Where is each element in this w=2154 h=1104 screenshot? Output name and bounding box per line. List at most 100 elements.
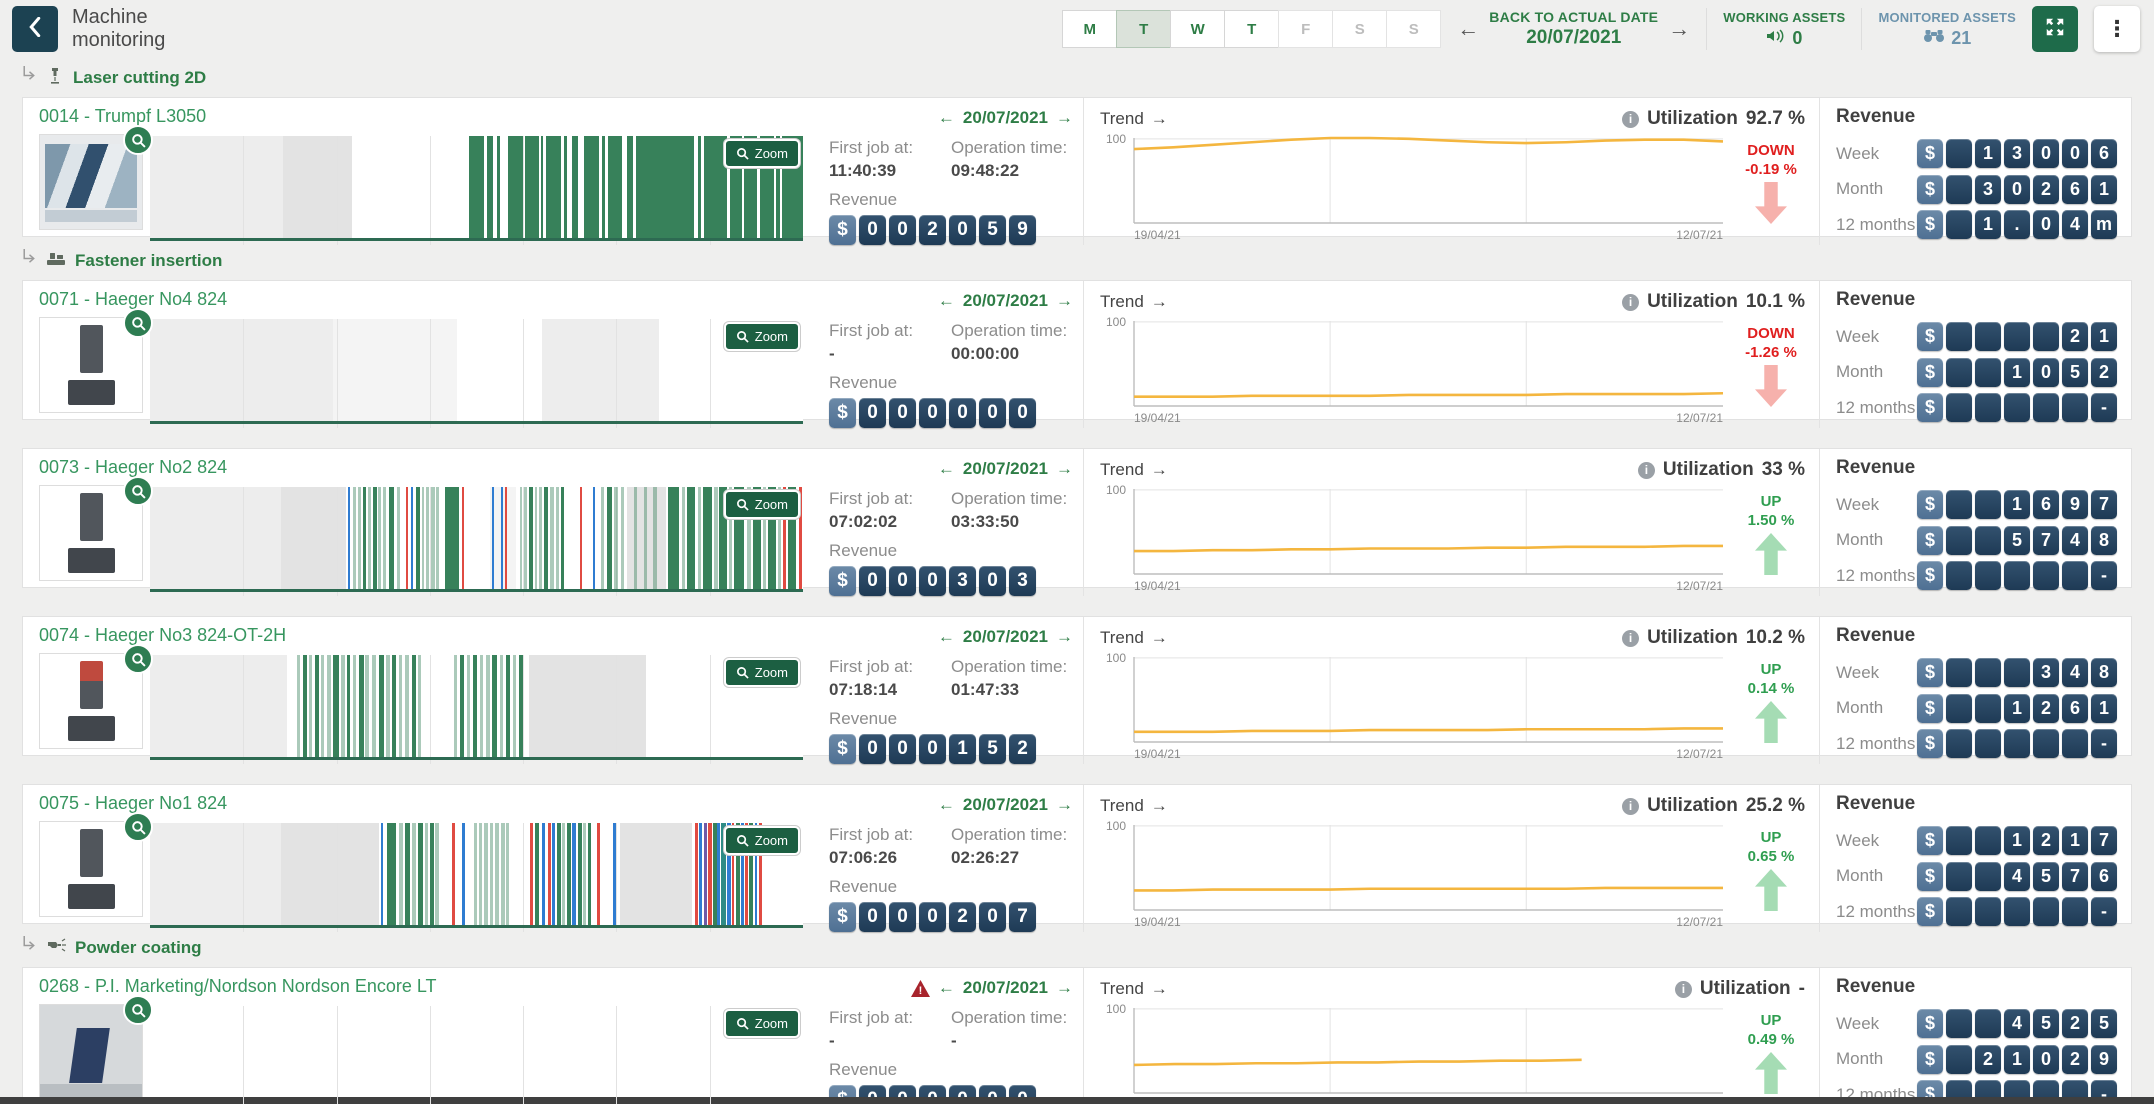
photo-magnifier-icon[interactable] (123, 644, 153, 674)
card-prev-day-arrow[interactable]: ← (937, 795, 955, 814)
info-icon[interactable]: i (1622, 110, 1640, 128)
working-assets: WORKING ASSETS 0 (1723, 10, 1845, 49)
tree-arrow-icon[interactable] (22, 249, 37, 273)
timeline-bar (592, 487, 595, 589)
card-prev-day-arrow[interactable]: ← (937, 291, 955, 310)
card-next-day-arrow[interactable]: → (1056, 627, 1073, 646)
timeline-bar (405, 655, 410, 757)
timeline[interactable]: Zoom (150, 319, 803, 428)
day-button-m-0[interactable]: M (1062, 10, 1118, 48)
machine-photo[interactable] (39, 812, 153, 917)
card-next-day-arrow[interactable]: → (1056, 459, 1073, 478)
fullscreen-button[interactable] (2032, 6, 2078, 52)
machine-name[interactable]: 0075 - Haeger No1 824 (39, 793, 228, 813)
machine-name[interactable]: 0014 - Trumpf L3050 (39, 106, 207, 126)
trend-link[interactable]: Trend → (1100, 979, 1168, 999)
photo-magnifier-icon[interactable] (123, 125, 153, 155)
timeline-bar (740, 823, 744, 925)
trend-chart (1134, 825, 1723, 910)
timeline-bar (392, 655, 397, 757)
machine-photo[interactable] (39, 125, 153, 230)
previous-day-arrow[interactable]: ← (1457, 16, 1480, 41)
timeline-bar (735, 823, 740, 925)
machine-name[interactable]: 0073 - Haeger No2 824 (39, 457, 228, 477)
card-prev-day-arrow[interactable]: ← (937, 459, 955, 478)
timeline-zoom-button[interactable]: Zoom (723, 139, 800, 168)
machine-photo[interactable] (39, 476, 153, 581)
machine-photo[interactable] (39, 995, 153, 1100)
trend-panel: 100 19/04/21 12/07/21 DOWN -1.26 % (1083, 315, 1819, 428)
info-icon[interactable]: i (1637, 461, 1655, 479)
card-prev-day-arrow[interactable]: ← (937, 108, 955, 127)
counter-cell: 3 (2033, 658, 2059, 687)
timeline[interactable]: Zoom (150, 487, 803, 596)
info-icon[interactable]: i (1674, 980, 1692, 998)
timeline[interactable]: Zoom (150, 136, 803, 245)
machine-photo[interactable] (39, 308, 153, 413)
day-button-w-2[interactable]: W (1170, 10, 1226, 48)
timeline-bar (500, 487, 503, 589)
info-icon[interactable]: i (1622, 293, 1640, 311)
photo-magnifier-icon[interactable] (123, 995, 153, 1025)
day-button-s-6[interactable]: S (1386, 10, 1442, 48)
machine-photo[interactable] (39, 644, 153, 749)
day-button-t-1[interactable]: T (1116, 10, 1172, 48)
info-icon[interactable]: i (1622, 629, 1640, 647)
card-prev-day-arrow[interactable]: ← (937, 627, 955, 646)
info-icon[interactable]: i (1622, 797, 1640, 815)
card-prev-day-arrow[interactable]: ← (937, 978, 955, 997)
timeline-bar (486, 136, 494, 238)
timeline-zoom-button[interactable]: Zoom (723, 826, 800, 855)
timeline-bar (466, 655, 470, 757)
x-axis-end-label: 12/07/21 (1676, 411, 1723, 425)
digit-counter: $0 0 0 2 0 7 (829, 902, 1036, 932)
timeline-zoom-button[interactable]: Zoom (723, 490, 800, 519)
trend-link[interactable]: Trend → (1100, 460, 1168, 480)
trend-arrow-icon (1755, 533, 1787, 575)
day-button-s-5[interactable]: S (1332, 10, 1388, 48)
photo-magnifier-icon[interactable] (123, 812, 153, 842)
card-next-day-arrow[interactable]: → (1056, 108, 1073, 127)
timeline-bar (321, 655, 325, 757)
counter-cell (1975, 561, 2001, 590)
trend-arrow-icon (1755, 365, 1787, 407)
timeline[interactable]: Zoom (150, 655, 803, 764)
machine-name[interactable]: 0268 - P.I. Marketing/Nordson Nordson En… (39, 976, 437, 996)
trend-link[interactable]: Trend → (1100, 292, 1168, 312)
date-block[interactable]: BACK TO ACTUAL DATE 20/07/2021 (1489, 9, 1658, 49)
utilization-value: 10.1 % (1745, 291, 1805, 312)
timeline-zoom-button[interactable]: Zoom (723, 658, 800, 687)
machine-name[interactable]: 0071 - Haeger No4 824 (39, 289, 228, 309)
card-next-day-arrow[interactable]: → (1056, 978, 1073, 997)
timeline[interactable]: Zoom (150, 1006, 803, 1104)
current-date: 20/07/2021 (1526, 27, 1622, 48)
trend-link[interactable]: Trend → (1100, 109, 1168, 129)
menu-button[interactable]: ⋮ (2094, 6, 2140, 52)
card-next-day-arrow[interactable]: → (1056, 795, 1073, 814)
tree-arrow-icon[interactable] (22, 66, 37, 90)
warning-icon[interactable]: ! (910, 979, 930, 997)
timeline-zoom-button[interactable]: Zoom (723, 1009, 800, 1038)
timeline-bar (504, 487, 507, 589)
day-button-f-4[interactable]: F (1278, 10, 1334, 48)
timeline-bar (717, 823, 721, 925)
timeline[interactable]: Zoom (150, 823, 803, 932)
revenue-period-row: Week $1 6 9 7 (1836, 490, 2117, 519)
counter-cell (2062, 393, 2088, 422)
counter-cell: 2 (2033, 826, 2059, 855)
back-button[interactable] (12, 6, 58, 52)
timeline-bar (302, 655, 307, 757)
next-day-arrow[interactable]: → (1668, 16, 1691, 41)
day-button-t-3[interactable]: T (1224, 10, 1280, 48)
timeline-bar (452, 823, 455, 925)
photo-magnifier-icon[interactable] (123, 308, 153, 338)
timeline-bar (459, 655, 465, 757)
photo-magnifier-icon[interactable] (123, 476, 153, 506)
timeline-zoom-button[interactable]: Zoom (723, 322, 800, 351)
tree-arrow-icon[interactable] (22, 936, 37, 960)
trend-link[interactable]: Trend → (1100, 796, 1168, 816)
counter-cell: 2 (2062, 1009, 2088, 1038)
card-next-day-arrow[interactable]: → (1056, 291, 1073, 310)
machine-name[interactable]: 0074 - Haeger No3 824-OT-2H (39, 625, 287, 645)
trend-link[interactable]: Trend → (1100, 628, 1168, 648)
